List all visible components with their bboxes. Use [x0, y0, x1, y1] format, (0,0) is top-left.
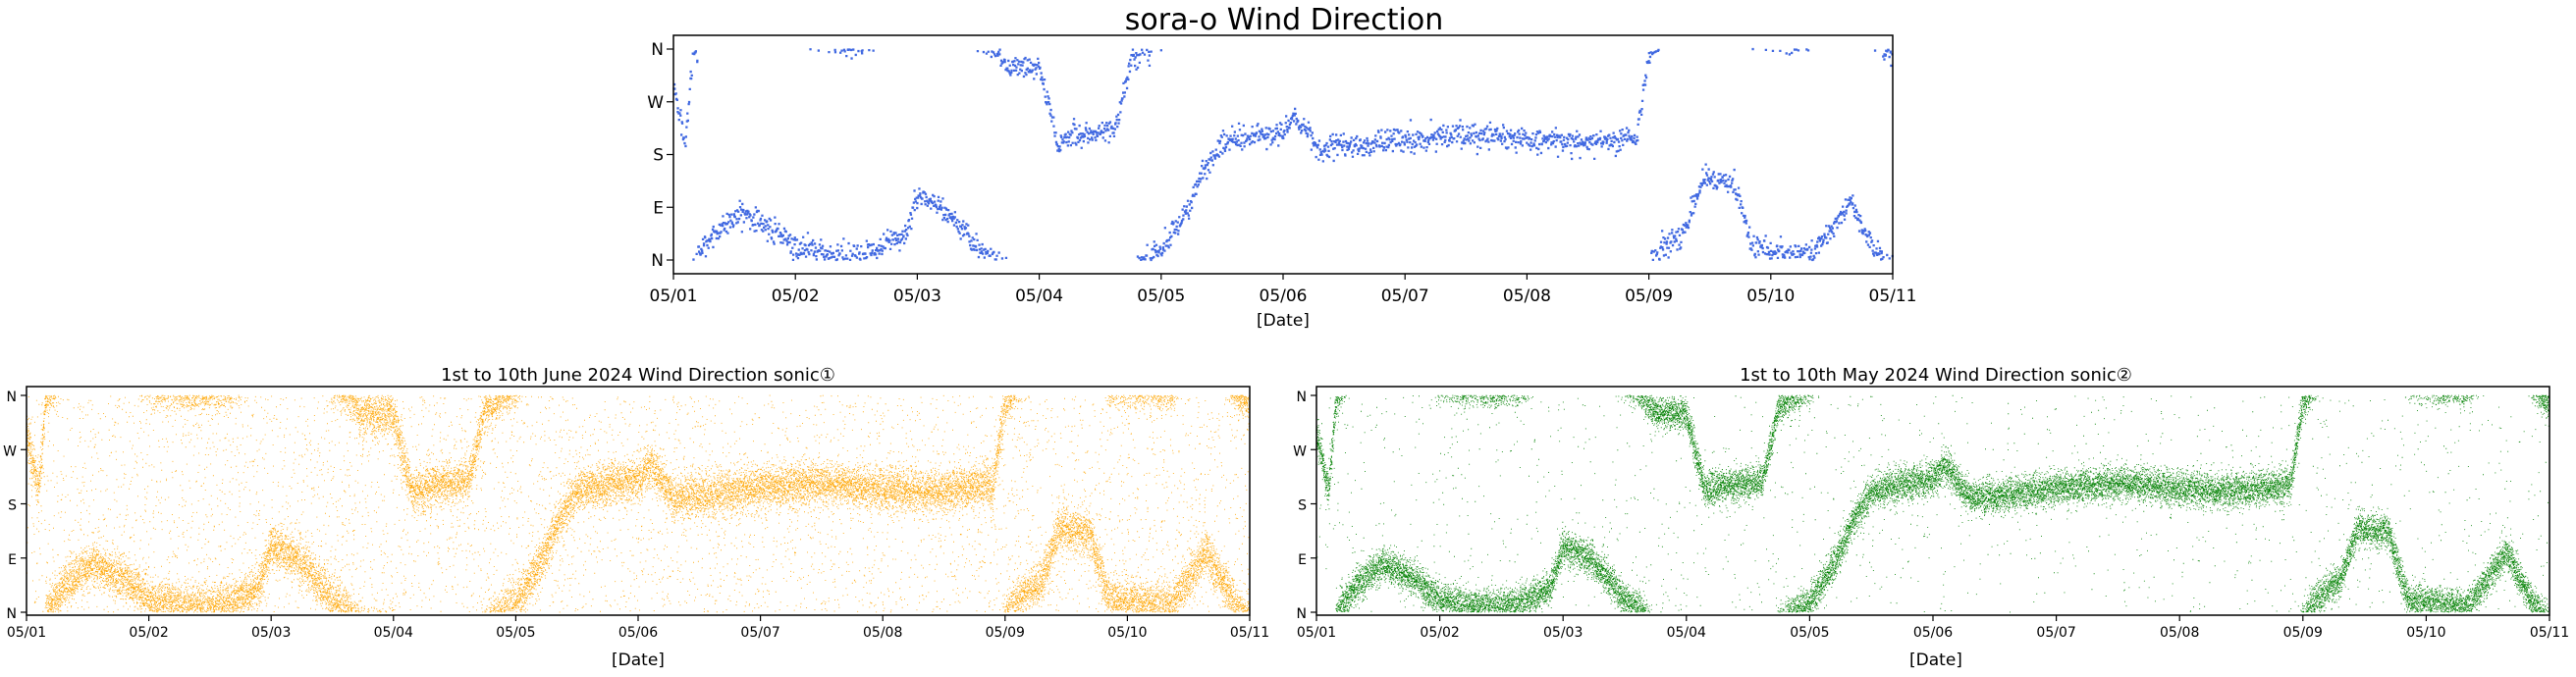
x-tick-label: 05/10	[1107, 625, 1147, 641]
x-tick-label: 05/06	[618, 625, 658, 641]
chart-title: sora-o Wind Direction	[1125, 3, 1443, 37]
chart-sora-o: sora-o Wind Direction N E S W N 05/01 05/02 05/…	[647, 3, 1916, 331]
x-tick-label: 05/02	[772, 286, 820, 306]
plot-frame	[26, 386, 1251, 616]
x-tick-label: 05/02	[1420, 625, 1459, 641]
x-tick-label: 05/05	[1790, 625, 1829, 641]
x-tick-label: 05/08	[863, 625, 902, 641]
x-tick-label: 05/01	[1297, 625, 1336, 641]
x-tick-label: 05/11	[2530, 625, 2569, 641]
x-tick-label: 05/08	[1503, 286, 1551, 306]
x-tick-label: 05/01	[650, 286, 698, 306]
x-tick-label: 05/09	[986, 625, 1025, 641]
x-tick-label: 05/05	[496, 625, 535, 641]
y-tick-label: S	[8, 498, 17, 514]
plot-area	[26, 394, 1251, 613]
chart-title: 1st to 10th May 2024 Wind Direction soni…	[1740, 365, 2132, 386]
x-tick-label: 05/09	[2283, 625, 2323, 641]
plot-area	[1315, 394, 2550, 613]
x-tick-label: 05/03	[1543, 625, 1583, 641]
y-tick-label: N	[1297, 606, 1307, 622]
y-tick-label: E	[653, 198, 664, 218]
y-tick-label: N	[651, 251, 664, 271]
axes: N E S W N 05/01 05/02 05/03 05/04 05/05 05/06 05/07…	[647, 40, 1916, 306]
y-tick-label: N	[7, 390, 17, 405]
x-tick-label: 05/03	[893, 286, 941, 306]
plot-area	[672, 47, 1894, 262]
x-tick-label: 05/04	[374, 625, 413, 641]
x-tick-label: 05/10	[2406, 625, 2445, 641]
x-tick-label: 05/07	[2036, 625, 2075, 641]
y-tick-label: S	[653, 146, 664, 166]
x-tick-label: 05/07	[740, 625, 779, 641]
x-tick-label: 05/06	[1260, 286, 1308, 306]
x-tick-label: 05/05	[1137, 286, 1185, 306]
x-tick-label: 05/07	[1381, 286, 1429, 306]
x-tick-label: 05/10	[1746, 286, 1795, 306]
y-tick-label: W	[647, 93, 664, 113]
wind-direction-points	[26, 394, 1251, 613]
y-tick-label: N	[7, 606, 17, 622]
y-tick-label: E	[1298, 552, 1307, 568]
x-tick-label: 05/04	[1667, 625, 1706, 641]
x-tick-label: 05/11	[1230, 625, 1269, 641]
chart-title: 1st to 10th June 2024 Wind Direction son…	[441, 365, 835, 386]
chart-sonic-2: 1st to 10th May 2024 Wind Direction soni…	[1293, 365, 2569, 670]
y-tick-label: S	[1298, 498, 1307, 514]
x-axis-label: [Date]	[1909, 651, 1962, 670]
plot-frame	[672, 34, 1894, 275]
y-tick-label: W	[3, 443, 17, 459]
axes: N E S W N 05/01 05/02 05/03 05/04 05/05 05/06 05/07…	[3, 390, 1269, 641]
x-axis-label: [Date]	[1257, 311, 1310, 331]
y-tick-label: E	[8, 552, 17, 568]
y-tick-label: W	[1293, 443, 1307, 459]
wind-direction-points	[672, 47, 1894, 262]
y-tick-label: N	[651, 40, 664, 60]
x-tick-label: 05/01	[7, 625, 46, 641]
x-tick-label: 05/11	[1869, 286, 1917, 306]
x-tick-label: 05/08	[2160, 625, 2199, 641]
x-tick-label: 05/09	[1625, 286, 1673, 306]
x-tick-label: 05/04	[1015, 286, 1063, 306]
wind-direction-points	[1315, 394, 2550, 613]
plot-frame	[1315, 386, 2550, 616]
axes: N E S W N 05/01 05/02 05/03 05/04 05/05 05/06 05/07…	[1293, 390, 2569, 641]
x-tick-label: 05/03	[251, 625, 291, 641]
y-tick-label: N	[1297, 390, 1307, 405]
x-tick-label: 05/06	[1913, 625, 1953, 641]
x-tick-label: 05/02	[129, 625, 168, 641]
x-axis-label: [Date]	[612, 651, 665, 670]
chart-sonic-1: 1st to 10th June 2024 Wind Direction son…	[3, 365, 1269, 670]
